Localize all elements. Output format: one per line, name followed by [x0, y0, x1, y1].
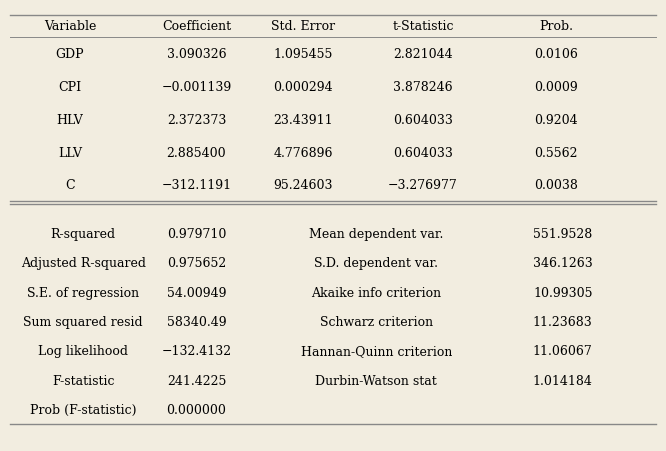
Text: Hannan-Quinn criterion: Hannan-Quinn criterion — [300, 345, 452, 358]
Text: 2.372373: 2.372373 — [166, 113, 226, 126]
Text: 0.9204: 0.9204 — [534, 113, 578, 126]
Text: 1.095455: 1.095455 — [273, 47, 333, 60]
Text: −132.4132: −132.4132 — [161, 345, 232, 358]
Text: t-Statistic: t-Statistic — [392, 20, 454, 33]
Text: 3.090326: 3.090326 — [166, 47, 226, 60]
Text: 54.00949: 54.00949 — [166, 286, 226, 299]
Text: Variable: Variable — [44, 20, 96, 33]
Text: 58340.49: 58340.49 — [166, 315, 226, 328]
Text: R-squared: R-squared — [51, 227, 116, 240]
Text: 0.0009: 0.0009 — [534, 80, 578, 93]
Text: 0.979710: 0.979710 — [166, 227, 226, 240]
Text: 0.604033: 0.604033 — [393, 146, 453, 159]
Text: −312.1191: −312.1191 — [161, 179, 232, 192]
Text: Schwarz criterion: Schwarz criterion — [320, 315, 433, 328]
Text: Prob (F-statistic): Prob (F-statistic) — [30, 403, 137, 416]
Text: Mean dependent var.: Mean dependent var. — [309, 227, 444, 240]
Text: Log likelihood: Log likelihood — [38, 345, 129, 358]
Text: Akaike info criterion: Akaike info criterion — [311, 286, 442, 299]
Text: LLV: LLV — [58, 146, 82, 159]
Text: 0.5562: 0.5562 — [534, 146, 578, 159]
Text: CPI: CPI — [59, 80, 81, 93]
Text: −3.276977: −3.276977 — [388, 179, 458, 192]
Text: 551.9528: 551.9528 — [533, 227, 592, 240]
Text: 241.4225: 241.4225 — [166, 374, 226, 387]
Text: 11.23683: 11.23683 — [533, 315, 593, 328]
Text: 95.24603: 95.24603 — [273, 179, 333, 192]
Text: 0.0038: 0.0038 — [534, 179, 578, 192]
Text: 2.821044: 2.821044 — [393, 47, 453, 60]
Text: 0.000294: 0.000294 — [273, 80, 333, 93]
Text: 1.014184: 1.014184 — [533, 374, 593, 387]
Text: Sum squared resid: Sum squared resid — [23, 315, 143, 328]
Text: 346.1263: 346.1263 — [533, 257, 593, 270]
Text: 10.99305: 10.99305 — [533, 286, 593, 299]
Text: GDP: GDP — [56, 47, 84, 60]
Text: Coefficient: Coefficient — [162, 20, 231, 33]
Text: −0.001139: −0.001139 — [161, 80, 232, 93]
Text: C: C — [65, 179, 75, 192]
Text: Prob.: Prob. — [539, 20, 573, 33]
Text: 23.43911: 23.43911 — [273, 113, 333, 126]
Text: HLV: HLV — [57, 113, 83, 126]
Text: 0.000000: 0.000000 — [166, 403, 226, 416]
Text: 2.885400: 2.885400 — [166, 146, 226, 159]
Text: S.E. of regression: S.E. of regression — [27, 286, 139, 299]
Text: 11.06067: 11.06067 — [533, 345, 593, 358]
Text: S.D. dependent var.: S.D. dependent var. — [314, 257, 438, 270]
Text: 0.604033: 0.604033 — [393, 113, 453, 126]
Text: 3.878246: 3.878246 — [393, 80, 453, 93]
Text: 0.0106: 0.0106 — [534, 47, 578, 60]
Text: 0.975652: 0.975652 — [167, 257, 226, 270]
Text: Durbin-Watson stat: Durbin-Watson stat — [316, 374, 437, 387]
Text: Std. Error: Std. Error — [271, 20, 335, 33]
Text: 4.776896: 4.776896 — [273, 146, 333, 159]
Text: Adjusted R-squared: Adjusted R-squared — [21, 257, 146, 270]
Text: F-statistic: F-statistic — [52, 374, 115, 387]
